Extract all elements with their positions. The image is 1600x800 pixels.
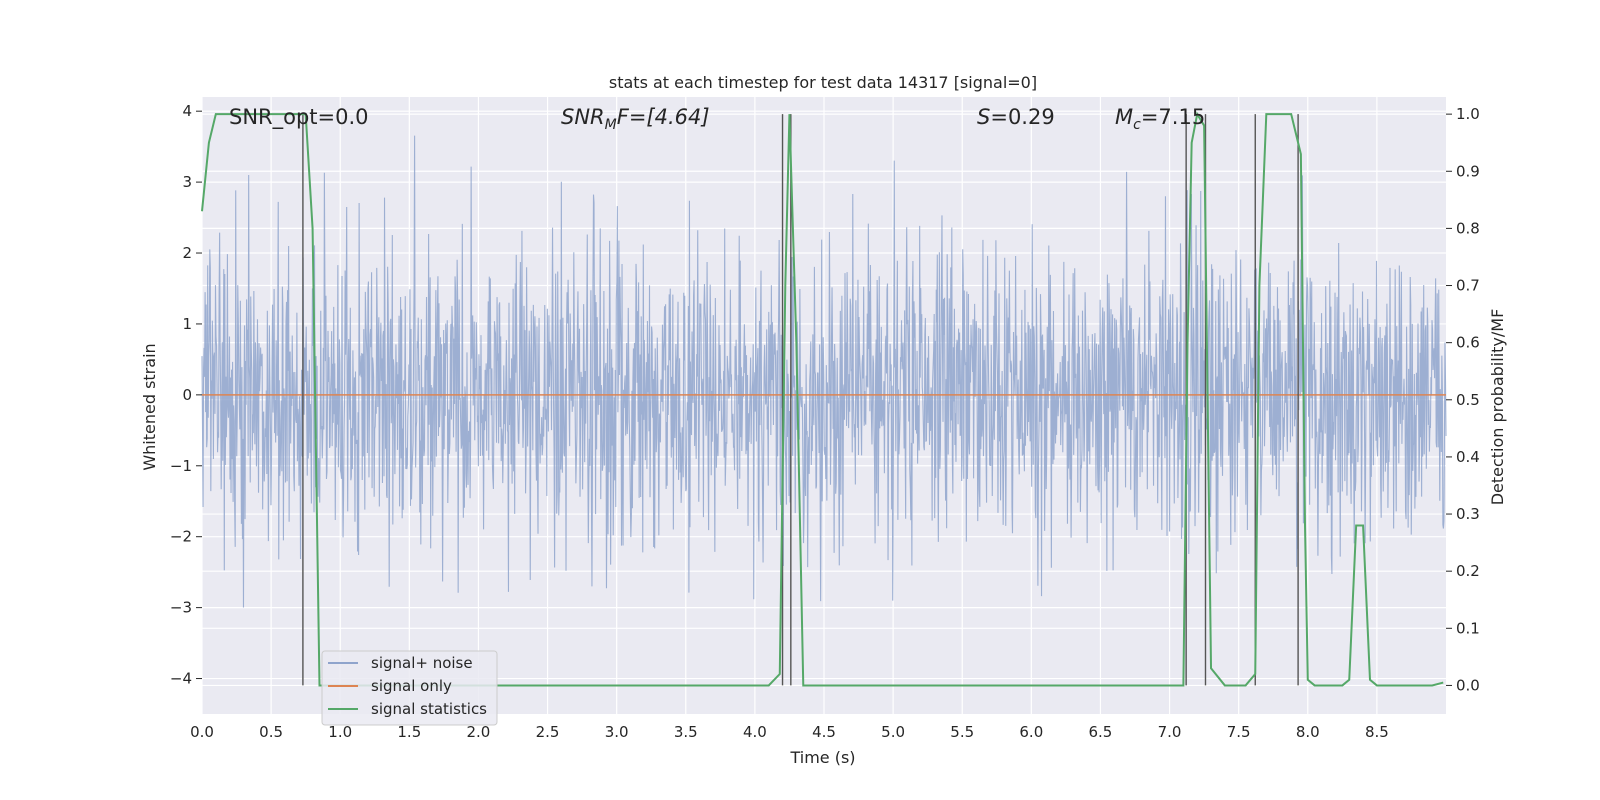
- legend: signal+ noise signal only signal statist…: [321, 650, 498, 726]
- y-tick-label: −3: [170, 599, 192, 617]
- x-tick-label: 3.0: [605, 723, 629, 741]
- x-tick-label: 2.0: [467, 723, 491, 741]
- y2-tick-label: 0.5: [1456, 391, 1480, 409]
- annotation-snr-mf: SNRMF=[4.64]: [561, 105, 710, 133]
- x-tick-label: 1.5: [397, 723, 421, 741]
- snr-mf-sub: M: [605, 117, 617, 133]
- x-tick-label: 0.0: [190, 723, 214, 741]
- annotation-s: S=0.29: [977, 105, 1055, 129]
- legend-label-signal-only: signal only: [371, 677, 452, 695]
- legend-box: [321, 650, 498, 726]
- x-axis-label: Time (s): [789, 748, 855, 767]
- x-tick-label: 7.0: [1158, 723, 1182, 741]
- y2-tick-label: 0.8: [1456, 219, 1480, 237]
- y-tick-label: 1: [182, 315, 192, 333]
- series-signal-statistics: [201, 111, 1444, 687]
- y2-tick-label: 0.6: [1456, 334, 1480, 352]
- y2-tick-label: 0.7: [1456, 277, 1480, 295]
- x-tick-label: 4.0: [743, 723, 767, 741]
- x-tick-label: 6.5: [1089, 723, 1113, 741]
- series-signal-noise: [201, 135, 1447, 608]
- y-tick-label: 2: [182, 244, 192, 262]
- mc-sub: c: [1133, 117, 1141, 133]
- annotation-mc: Mc=7.15: [1115, 105, 1205, 133]
- x-tick-label: 3.5: [674, 723, 698, 741]
- y-tick-label: −4: [170, 670, 192, 688]
- x-tick-label: 8.0: [1296, 723, 1320, 741]
- y-axis-label: Whitened strain: [140, 343, 159, 470]
- x-tick-label: 0.5: [259, 723, 283, 741]
- y-axis-ticks: −4 −3 −2 −1 0 1 2 3 4: [170, 102, 202, 688]
- y2-tick-label: 1.0: [1456, 105, 1480, 123]
- x-tick-label: 4.5: [812, 723, 836, 741]
- y2-tick-label: 0.0: [1456, 676, 1480, 694]
- x-tick-label: 7.5: [1227, 723, 1251, 741]
- y-tick-label: −2: [170, 528, 192, 546]
- y-tick-label: 4: [182, 102, 192, 120]
- x-tick-label: 2.5: [536, 723, 560, 741]
- snr-mf-suffix: F=[4.64]: [617, 105, 710, 129]
- chart-title: stats at each timestep for test data 143…: [609, 73, 1037, 92]
- legend-label-statistics: signal statistics: [371, 700, 487, 718]
- y2-tick-label: 0.3: [1456, 505, 1480, 523]
- y2-tick-label: 0.9: [1456, 162, 1480, 180]
- annotation-snr-opt: SNR_opt=0.0: [229, 105, 369, 130]
- mc-suffix: =7.15: [1141, 105, 1205, 129]
- x-axis-ticks: 0.0 0.5 1.0 1.5 2.0 2.5 3.0 3.5 4.0 4.5 5.0 5.5 6.0 6…: [190, 723, 1389, 741]
- x-tick-label: 5.5: [950, 723, 974, 741]
- x-tick-label: 1.0: [328, 723, 352, 741]
- x-tick-label: 5.0: [881, 723, 905, 741]
- y2-axis-label: Detection probability/MF: [1488, 309, 1507, 506]
- snr-mf-prefix: SNR: [561, 105, 605, 129]
- x-tick-label: 6.0: [1019, 723, 1043, 741]
- mc-prefix: M: [1115, 105, 1133, 129]
- noise-line: [201, 135, 1447, 608]
- y2-axis-ticks: 0.0 0.1 0.2 0.3 0.4 0.5 0.6 0.7 0.8 0.9 1.0: [1446, 105, 1480, 694]
- y-tick-label: −1: [170, 457, 192, 475]
- annotations: SNR_opt=0.0 SNRMF=[4.64] S=0.29 Mc=7.15: [229, 105, 1205, 133]
- legend-label-noise: signal+ noise: [371, 654, 473, 672]
- y2-tick-label: 0.2: [1456, 562, 1480, 580]
- y2-tick-label: 0.4: [1456, 448, 1480, 466]
- s-prefix: S: [977, 105, 990, 129]
- y-tick-label: 3: [182, 173, 192, 191]
- x-tick-label: 8.5: [1365, 723, 1389, 741]
- y-tick-label: 0: [182, 386, 192, 404]
- y2-tick-label: 0.1: [1456, 619, 1480, 637]
- statistics-line: [201, 111, 1444, 687]
- s-suffix: =0.29: [990, 105, 1054, 129]
